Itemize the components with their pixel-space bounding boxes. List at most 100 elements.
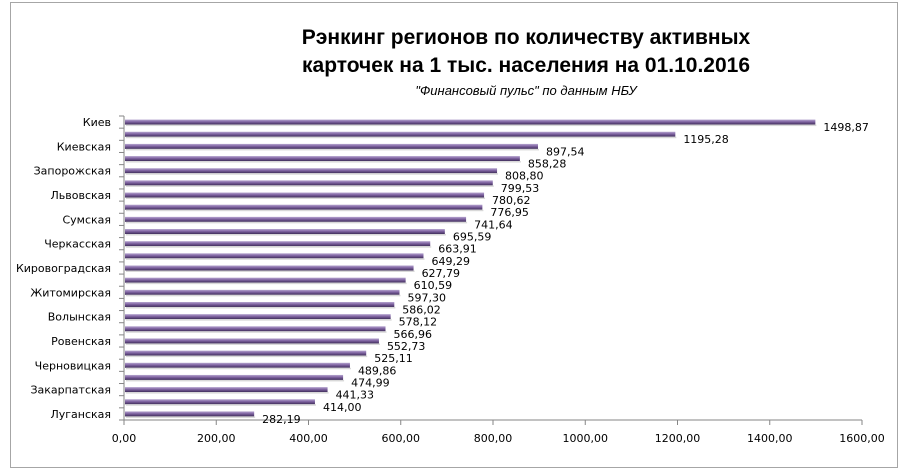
x-tick-label: 600,00	[382, 432, 421, 445]
data-label: 1195,28	[683, 133, 729, 146]
bar	[125, 204, 483, 210]
bar	[125, 156, 520, 162]
bar	[125, 289, 400, 295]
x-tick-label: 800,00	[474, 432, 513, 445]
bar	[125, 168, 498, 174]
data-label: 586,02	[402, 303, 441, 316]
category-label: Ровенская	[51, 335, 111, 348]
data-label: 441,33	[336, 389, 375, 402]
data-label: 780,62	[492, 194, 531, 207]
chart-title-line-1: Рэнкинг регионов по количеству активных	[302, 26, 751, 49]
bar-shadow	[126, 343, 380, 345]
bar	[125, 387, 328, 393]
bar	[125, 131, 676, 137]
category-label: Запорожская	[34, 165, 111, 178]
data-label: 414,00	[323, 401, 362, 414]
bar-shadow	[126, 185, 494, 187]
bar-shadow	[126, 294, 401, 297]
category-label: Закарпатская	[30, 384, 111, 397]
data-label: 1498,87	[823, 121, 869, 134]
bar-shadow	[126, 392, 329, 394]
bar	[125, 338, 379, 344]
data-label: 663,91	[438, 243, 477, 256]
bar	[125, 350, 367, 356]
bar-shadow	[126, 306, 396, 309]
bar	[125, 119, 816, 125]
bar	[125, 301, 395, 307]
bar	[125, 253, 424, 259]
bar-shadow	[126, 197, 486, 200]
data-label: 597,30	[408, 291, 447, 304]
data-label: 566,96	[394, 328, 433, 341]
bar	[125, 265, 414, 271]
bar-shadow	[126, 416, 256, 418]
category-label: Киев	[83, 116, 111, 129]
bar	[125, 374, 344, 380]
data-label: 474,99	[351, 376, 390, 389]
bar	[125, 216, 467, 222]
bar-shadow	[126, 246, 432, 248]
bar	[125, 326, 386, 332]
category-label: Киевская	[57, 140, 111, 153]
bar	[125, 143, 538, 149]
bar-shadow	[126, 282, 407, 285]
data-label: 858,28	[528, 158, 567, 171]
bar-shadow	[126, 379, 345, 382]
data-label: 489,86	[358, 364, 397, 377]
x-tick-label: 0,00	[112, 432, 137, 445]
chart-subtitle: "Финансовый пульс" по данным НБУ	[415, 83, 638, 98]
bar-shadow	[126, 124, 817, 127]
data-label: 741,64	[474, 218, 512, 231]
data-label: 282,19	[262, 413, 301, 426]
bar-shadow	[126, 367, 351, 370]
bar-shadow	[126, 270, 415, 272]
category-label: Житомирская	[30, 286, 111, 299]
x-tick-label: 1400,00	[747, 432, 793, 445]
bar	[125, 399, 315, 405]
data-label: 695,59	[453, 231, 492, 244]
x-tick-label: 1200,00	[655, 432, 701, 445]
bar	[125, 277, 406, 283]
bar-shadow	[126, 355, 368, 358]
x-tick-label: 200,00	[197, 432, 236, 445]
bar-shadow	[126, 221, 468, 224]
data-label: 578,12	[399, 316, 438, 329]
x-tick-label: 1600,00	[839, 432, 885, 445]
bar-shadow	[126, 209, 484, 212]
bar	[125, 180, 493, 186]
bar	[125, 411, 255, 417]
bar	[125, 241, 431, 247]
data-label: 808,80	[505, 170, 543, 183]
data-label: 552,73	[387, 340, 426, 353]
bar-shadow	[126, 319, 392, 321]
category-label: Луганская	[50, 408, 111, 421]
bar	[125, 362, 350, 368]
data-label: 627,79	[422, 267, 461, 280]
bar-shadow	[126, 136, 677, 139]
bar	[125, 229, 445, 235]
data-label: 610,59	[414, 279, 453, 292]
data-label: 776,95	[490, 206, 528, 219]
category-label: Сумская	[62, 213, 111, 226]
bar-shadow	[126, 161, 521, 163]
data-label: 649,29	[431, 255, 470, 268]
category-label: Волынская	[48, 311, 111, 324]
bar-shadow	[126, 234, 446, 236]
bar-shadow	[126, 331, 387, 333]
bar-shadow	[126, 258, 425, 260]
x-tick-label: 400,00	[289, 432, 328, 445]
category-label: Львовская	[51, 189, 112, 202]
bar	[125, 314, 391, 320]
category-label: Черновицкая	[35, 359, 111, 372]
bar-shadow	[126, 148, 539, 151]
bar-shadow	[126, 173, 499, 175]
x-tick-label: 1000,00	[563, 432, 609, 445]
bar	[125, 192, 485, 198]
data-label: 525,11	[374, 352, 413, 365]
bar-shadow	[126, 404, 316, 406]
category-label: Черкасская	[44, 238, 111, 251]
data-label: 897,54	[546, 145, 585, 158]
chart-frame	[10, 2, 898, 468]
data-label: 799,53	[501, 182, 540, 195]
